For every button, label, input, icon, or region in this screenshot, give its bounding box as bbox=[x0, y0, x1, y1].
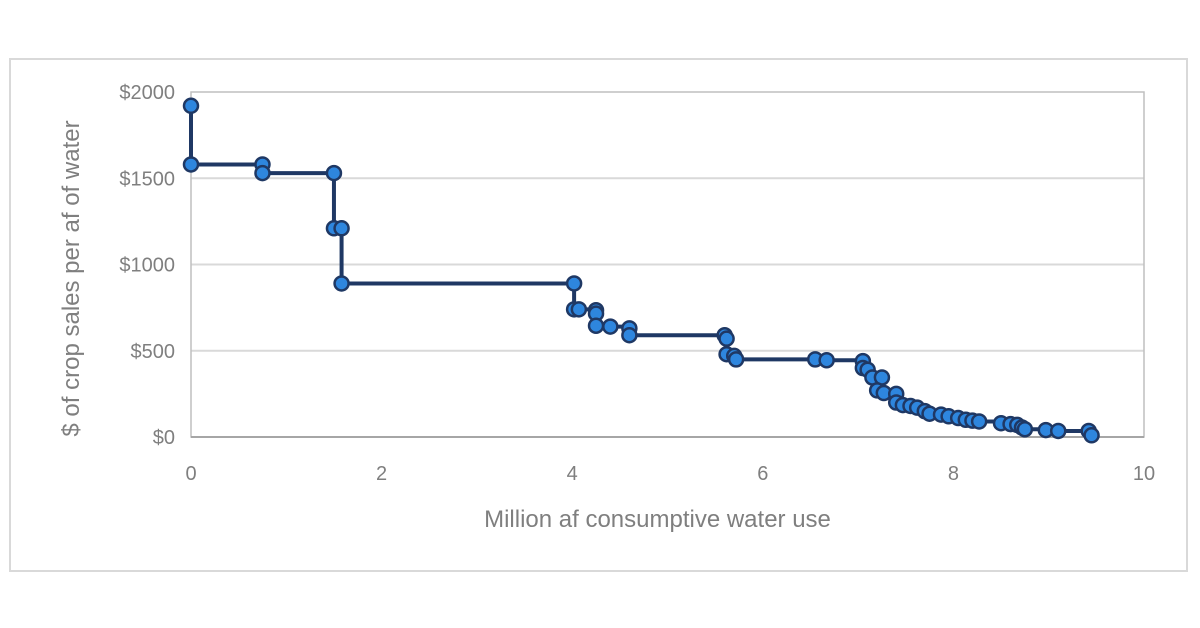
chart-svg: $0 $500 $1000 $1500 $2000 0 2 4 6 8 10 Million af … bbox=[58, 82, 1155, 533]
y-tick-label: $0 bbox=[153, 427, 175, 449]
data-point bbox=[727, 351, 745, 368]
grid-layer bbox=[191, 177, 1144, 352]
data-point bbox=[970, 413, 988, 430]
y-tick-label: $500 bbox=[131, 341, 176, 363]
data-point bbox=[818, 351, 835, 369]
data-point bbox=[1016, 420, 1034, 438]
label-layer: $0 $500 $1000 $1500 $2000 0 2 4 6 8 10 bbox=[119, 82, 1155, 485]
data-point bbox=[333, 275, 350, 292]
data-point bbox=[570, 301, 588, 318]
x-tick-label: 4 bbox=[567, 463, 578, 485]
data-point bbox=[333, 220, 350, 237]
y-tick-label: $1500 bbox=[119, 168, 175, 190]
y-axis-title: $ of crop sales per af of water bbox=[58, 120, 85, 436]
data-point bbox=[325, 164, 343, 182]
data-point bbox=[565, 275, 583, 292]
data-point bbox=[718, 330, 735, 347]
x-tick-label: 6 bbox=[757, 463, 768, 485]
x-axis-title: Million af consumptive water use bbox=[484, 506, 831, 533]
x-tick-label: 0 bbox=[185, 463, 196, 485]
marker-layer bbox=[182, 97, 1100, 444]
data-point bbox=[587, 317, 605, 334]
data-point bbox=[621, 326, 638, 344]
series-line bbox=[189, 105, 1094, 436]
line-layer bbox=[189, 105, 1094, 436]
axis-layer bbox=[190, 91, 1145, 438]
y-tick-label: $2000 bbox=[119, 82, 175, 104]
y-tick-label: $1000 bbox=[119, 255, 175, 277]
data-point bbox=[182, 156, 200, 173]
chart-frame: $0 $500 $1000 $1500 $2000 0 2 4 6 8 10 Million af … bbox=[9, 58, 1188, 572]
x-tick-label: 8 bbox=[948, 463, 959, 485]
data-point bbox=[602, 318, 619, 335]
data-point bbox=[182, 97, 200, 115]
data-point bbox=[1083, 427, 1100, 444]
data-point bbox=[254, 164, 271, 182]
x-tick-label: 10 bbox=[1133, 463, 1155, 485]
x-tick-label: 2 bbox=[376, 463, 387, 485]
data-point bbox=[1049, 422, 1067, 440]
